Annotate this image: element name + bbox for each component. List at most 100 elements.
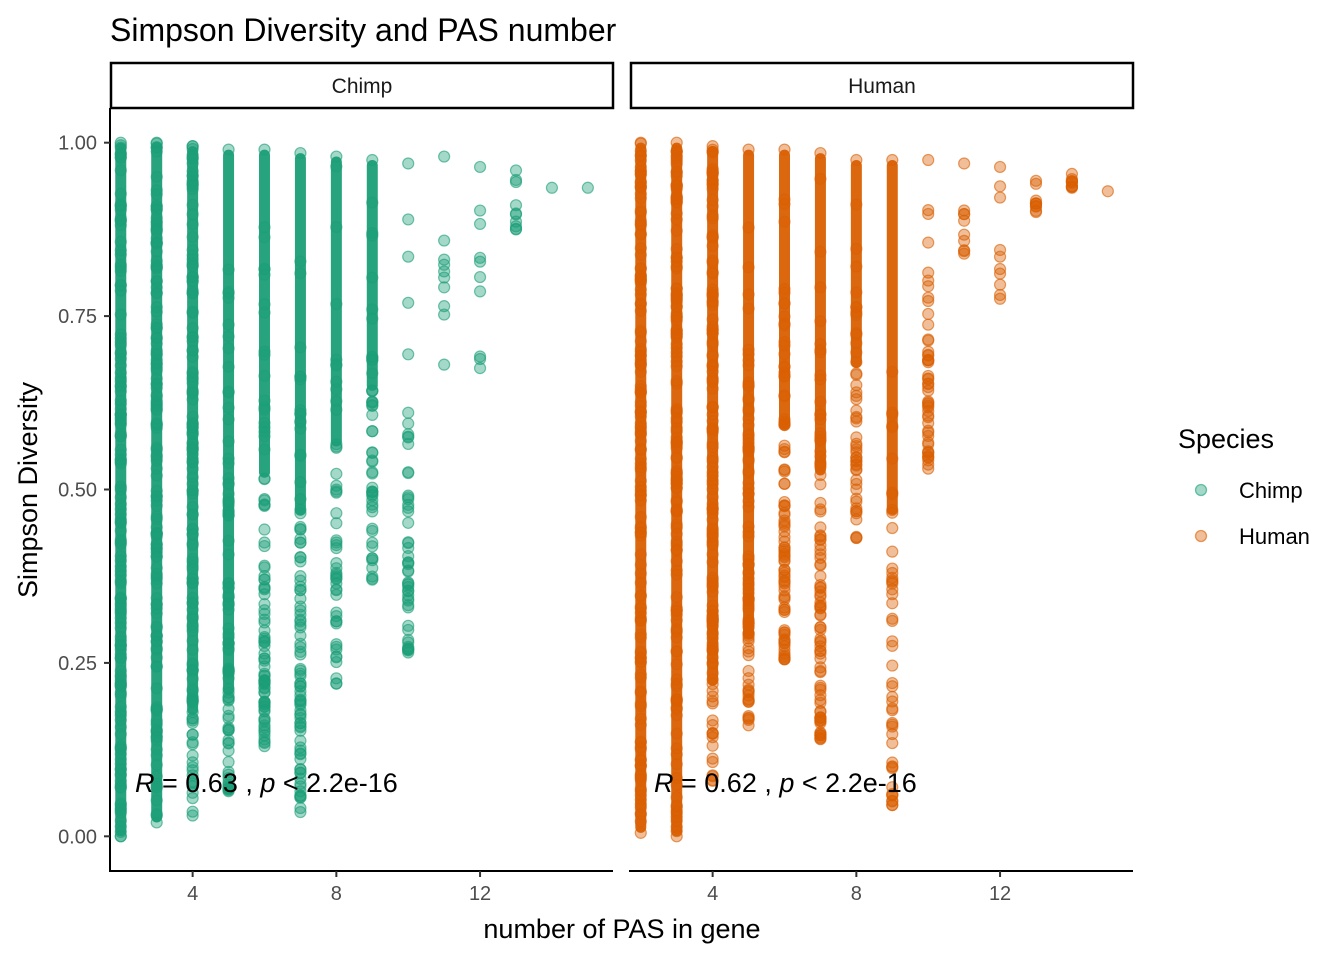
data-point bbox=[294, 551, 307, 564]
data-point bbox=[438, 253, 451, 266]
data-point bbox=[850, 389, 863, 402]
data-point bbox=[258, 561, 271, 574]
data-point-band bbox=[743, 149, 755, 639]
data-point-band bbox=[814, 153, 826, 476]
data-point bbox=[922, 380, 935, 394]
data-point bbox=[294, 574, 307, 587]
data-point bbox=[886, 680, 899, 693]
data-point bbox=[814, 679, 827, 692]
data-point-band bbox=[707, 146, 719, 686]
data-point bbox=[294, 711, 307, 725]
data-point bbox=[222, 744, 235, 757]
legend-label-human: Human bbox=[1239, 524, 1310, 549]
data-point bbox=[814, 581, 827, 594]
data-point bbox=[402, 431, 415, 444]
y-tick-label: 0.50 bbox=[58, 480, 97, 502]
data-point bbox=[886, 756, 899, 769]
data-point bbox=[366, 489, 379, 502]
data-point-band bbox=[850, 160, 862, 368]
data-point bbox=[366, 467, 379, 480]
data-point bbox=[258, 715, 271, 728]
data-point bbox=[222, 712, 235, 725]
data-point bbox=[922, 236, 935, 249]
y-axis-label: Simpson Diversity bbox=[13, 381, 43, 598]
data-point bbox=[294, 801, 307, 815]
data-point-band bbox=[635, 142, 647, 833]
data-point bbox=[330, 577, 343, 590]
data-point bbox=[438, 234, 451, 247]
x-tick-label: 12 bbox=[989, 883, 1011, 905]
data-point bbox=[473, 217, 487, 231]
data-point bbox=[778, 500, 791, 513]
data-point bbox=[814, 559, 827, 572]
data-point bbox=[294, 523, 307, 536]
data-point bbox=[222, 702, 235, 716]
data-point bbox=[366, 561, 379, 575]
data-point bbox=[850, 502, 863, 515]
data-point bbox=[294, 694, 307, 707]
data-point bbox=[814, 623, 827, 636]
data-point bbox=[402, 642, 415, 655]
data-point bbox=[473, 204, 487, 217]
data-point bbox=[886, 612, 899, 625]
data-point bbox=[294, 570, 307, 583]
data-point bbox=[922, 354, 935, 367]
data-point bbox=[258, 654, 271, 667]
data-point bbox=[706, 731, 719, 744]
data-point-band bbox=[258, 149, 270, 478]
data-point bbox=[294, 615, 307, 628]
data-point bbox=[402, 623, 415, 637]
data-point bbox=[814, 505, 827, 518]
data-point bbox=[186, 775, 199, 788]
data-point bbox=[402, 296, 415, 309]
data-point bbox=[886, 635, 899, 648]
data-point bbox=[366, 536, 379, 549]
data-point bbox=[742, 684, 755, 698]
points-human bbox=[634, 136, 1114, 843]
data-point bbox=[473, 160, 487, 174]
data-point bbox=[993, 243, 1007, 257]
data-point bbox=[294, 604, 307, 617]
annotation-human-p: 2.2e-16 bbox=[825, 768, 917, 798]
data-point bbox=[922, 294, 935, 308]
data-point bbox=[330, 517, 343, 530]
legend-key-human bbox=[1194, 529, 1208, 543]
data-point-band bbox=[366, 160, 378, 391]
annotation-chimp-p: 2.2e-16 bbox=[306, 768, 398, 798]
data-point bbox=[222, 778, 235, 791]
data-point bbox=[294, 637, 307, 650]
x-ticks: 4 8 12 4 8 12 bbox=[187, 871, 1011, 905]
data-point bbox=[402, 348, 415, 361]
data-point bbox=[294, 532, 307, 546]
data-point-band bbox=[151, 142, 163, 823]
data-point bbox=[258, 677, 271, 690]
data-point bbox=[706, 726, 719, 740]
data-point bbox=[922, 274, 935, 287]
data-point bbox=[402, 550, 415, 563]
data-point bbox=[886, 736, 899, 750]
facet-label-chimp: Chimp bbox=[332, 75, 393, 98]
data-point bbox=[886, 588, 899, 601]
data-point bbox=[294, 679, 307, 693]
data-point bbox=[473, 270, 487, 284]
data-point bbox=[366, 399, 379, 413]
data-point bbox=[958, 157, 971, 170]
data-point bbox=[850, 404, 863, 417]
data-point-band bbox=[671, 142, 683, 837]
data-point bbox=[438, 300, 451, 313]
data-point bbox=[778, 445, 791, 458]
data-point bbox=[402, 157, 415, 170]
data-point bbox=[402, 250, 415, 263]
data-point bbox=[402, 589, 415, 602]
data-point bbox=[778, 530, 791, 544]
data-point bbox=[1029, 199, 1043, 213]
data-point bbox=[258, 729, 271, 742]
data-point bbox=[850, 458, 863, 471]
data-point bbox=[366, 408, 379, 421]
data-point bbox=[330, 539, 343, 552]
data-point bbox=[473, 352, 487, 366]
data-point bbox=[438, 308, 451, 321]
data-point bbox=[814, 661, 827, 674]
data-point bbox=[958, 204, 971, 217]
legend: Species Chimp Human bbox=[1178, 424, 1310, 549]
